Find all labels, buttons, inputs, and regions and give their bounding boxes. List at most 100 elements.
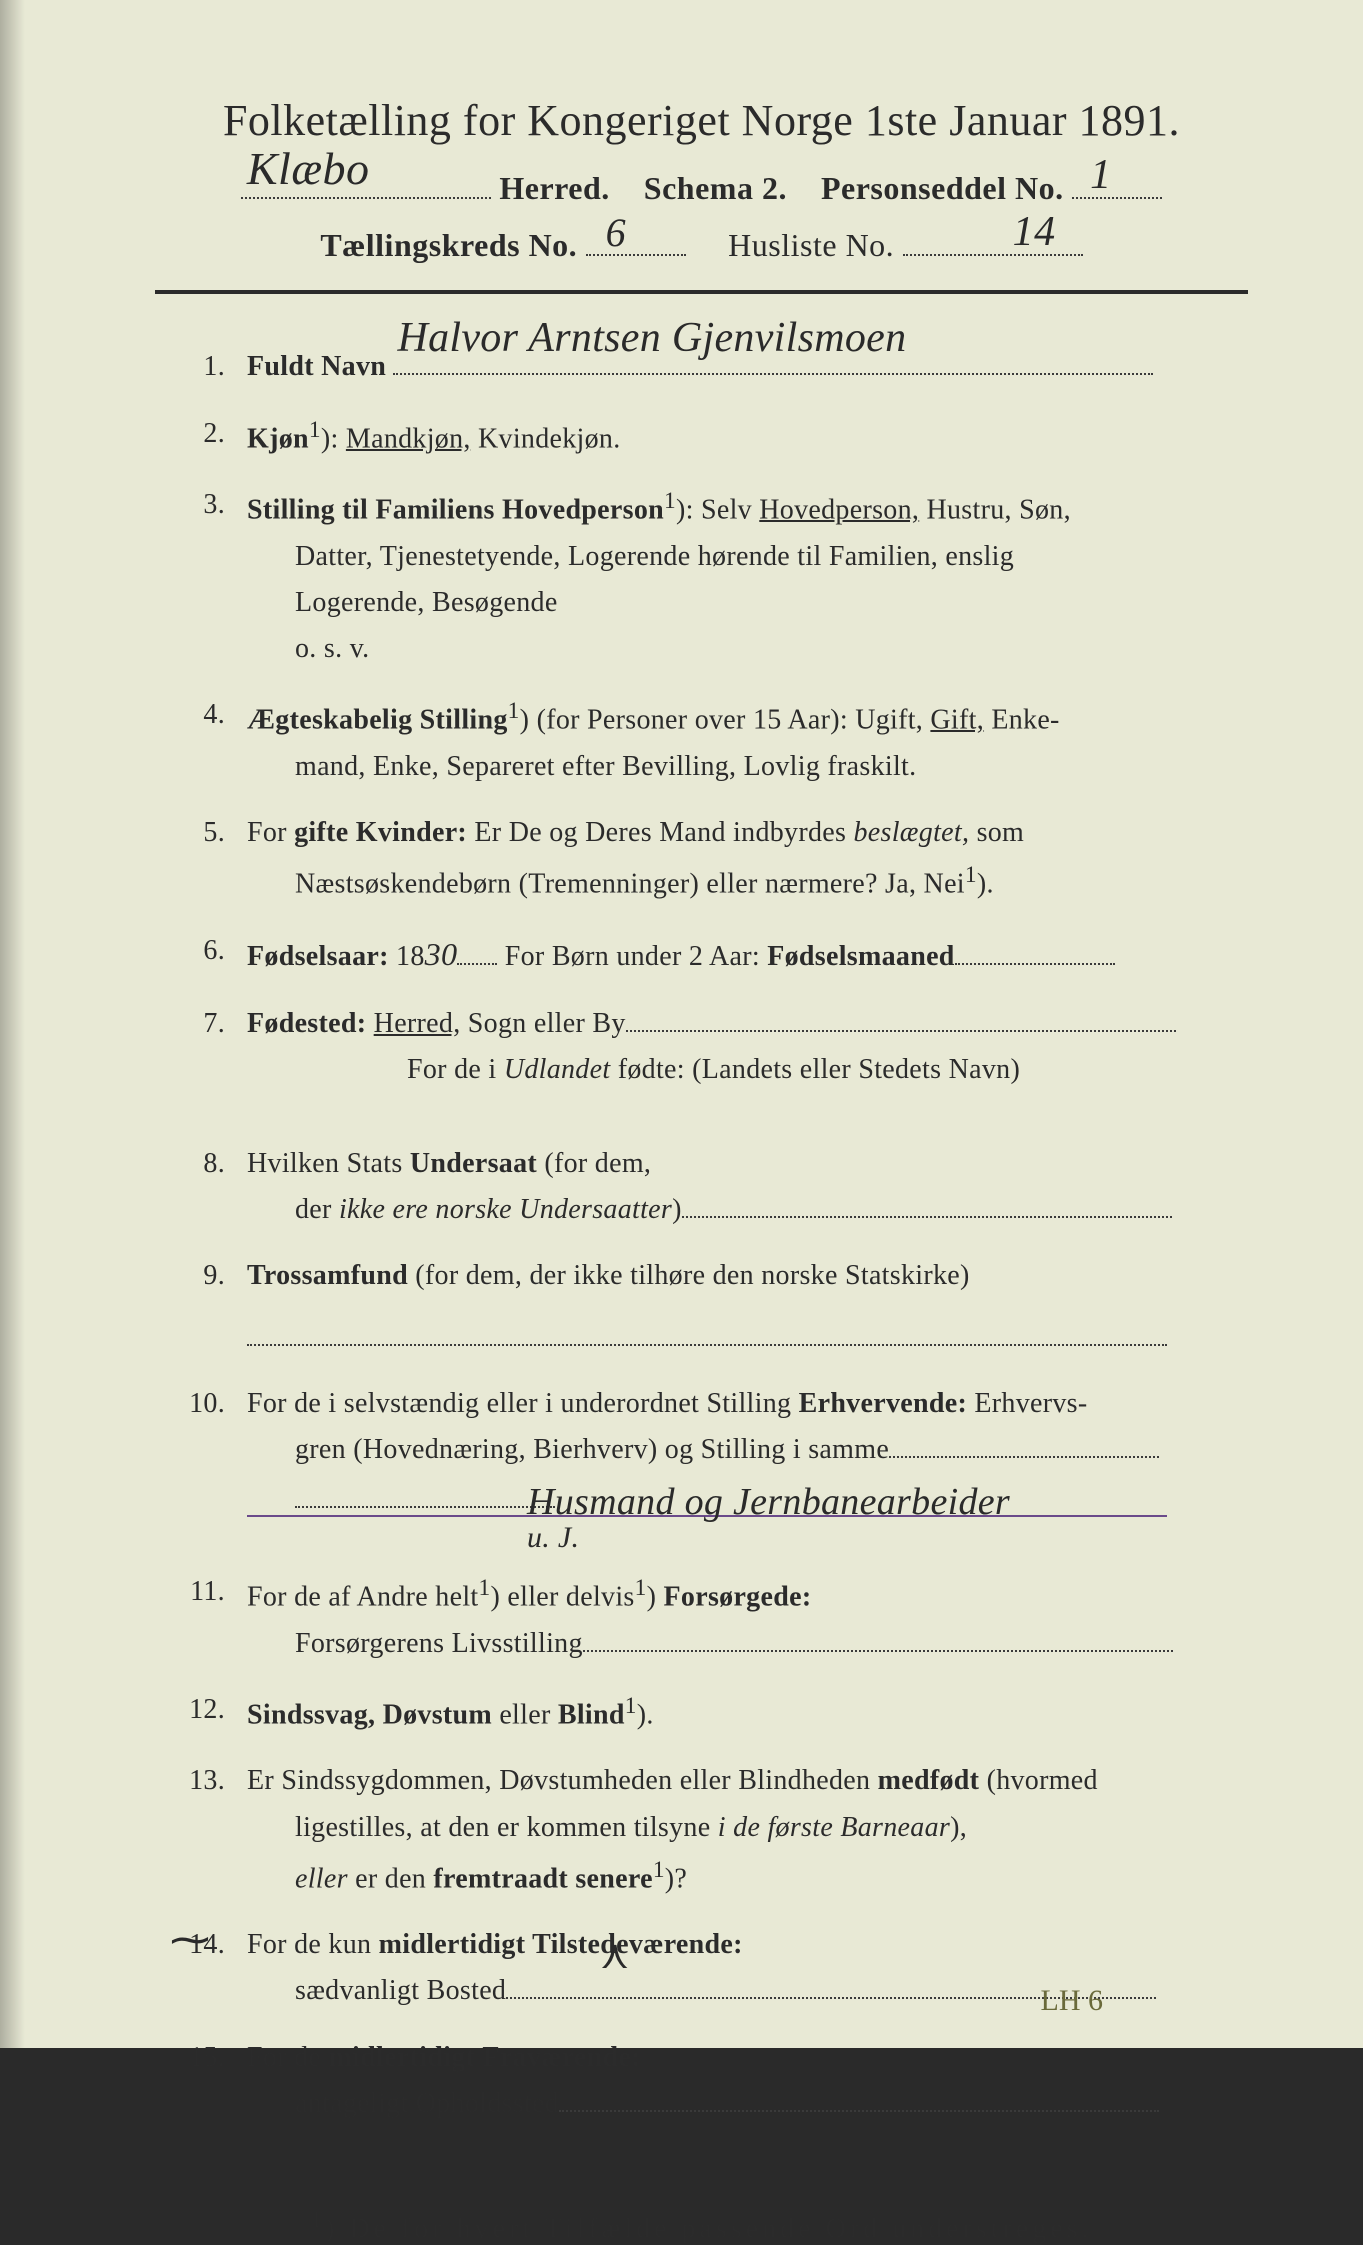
text: ): <box>321 423 339 454</box>
hw-line-2: u. J. <box>247 1517 1167 1549</box>
text: ) (for Personer over 15 Aar): Ugift, <box>520 704 931 735</box>
cont: Forsørgerens Livsstilling <box>247 1621 1248 1667</box>
entry-body: Fødested: Herred, Sogn eller By For de i… <box>247 1001 1248 1093</box>
label: Forsørgede: <box>664 1582 812 1613</box>
spacer <box>175 1113 1248 1141</box>
entry-num: 1. <box>175 344 247 390</box>
sup: 1 <box>965 862 977 888</box>
dots <box>247 1318 1167 1346</box>
dots <box>295 1480 555 1508</box>
taellingskreds-field: 6 <box>586 221 686 256</box>
entry-body: For gifte Kvinder: Er De og Deres Mand i… <box>247 810 1248 908</box>
label: Sindssvag, Døvstum <box>247 1699 492 1730</box>
label: Fødselsaar: <box>247 941 389 972</box>
cont: Næstsøskendebørn (Tremenninger) eller næ… <box>247 856 1248 908</box>
label: Undersaat <box>410 1148 537 1179</box>
text: ) eller delvis <box>490 1582 634 1613</box>
text: (for dem, <box>537 1148 651 1179</box>
text: Enke- <box>984 704 1060 735</box>
label: medfødt <box>878 1765 980 1796</box>
label: Fødselsmaaned <box>767 941 954 972</box>
schema-label: Schema 2. <box>644 170 787 206</box>
entry-num: 6. <box>175 928 247 981</box>
label: midlertidigt Tilstedeværende: <box>379 1929 743 1960</box>
dots <box>457 937 497 965</box>
entry-num: 11. <box>175 1569 247 1667</box>
husliste-hw: 14 <box>1013 208 1056 256</box>
entry-7: 7. Fødested: Herred, Sogn eller By For d… <box>175 1001 1248 1093</box>
name-field: Halvor Arntsen Gjenvilsmoen <box>393 345 1153 376</box>
header-rule <box>155 290 1248 294</box>
entry-num: 3. <box>175 482 247 672</box>
italic: Udlandet <box>504 1054 611 1085</box>
name-hw: Halvor Arntsen Gjenvilsmoen <box>397 304 906 373</box>
italic: beslægtet, <box>854 817 970 848</box>
entry-body: For de i selvstændig eller i underordnet… <box>247 1381 1248 1549</box>
entry-13: 13. Er Sindssygdommen, Døvstumheden elle… <box>175 1758 1248 1902</box>
text: Er De og Deres Mand indbyrdes <box>467 817 853 848</box>
taellingskreds-hw: 6 <box>606 209 627 256</box>
text: ): Selv <box>676 494 759 525</box>
sup: 1 <box>310 2207 325 2233</box>
italic: i de første Barneaar <box>718 1812 950 1843</box>
entry-num: 8. <box>175 1141 247 1233</box>
sup: 1 <box>309 417 321 443</box>
tick-mark-center: ⋏ <box>600 1931 629 1978</box>
sup: 1 <box>508 698 520 724</box>
entry-12: 12. Sindssvag, Døvstum eller Blind1). <box>175 1687 1248 1739</box>
text: For de kun <box>247 1929 379 1960</box>
census-form-page: Folketælling for Kongeriget Norge 1ste J… <box>0 0 1363 2048</box>
footnote: 1) De for hvert Tilfælde passende Ord un… <box>155 2207 1248 2245</box>
text: )? <box>665 1863 687 1894</box>
dots <box>955 937 1115 965</box>
label: gifte Kvinder: <box>294 817 467 848</box>
sup: 1 <box>479 1575 491 1601</box>
header-line-2: Klæbo Herred. Schema 2. Personseddel No.… <box>155 164 1248 207</box>
text: fødte: (Landets eller Stedets Navn) <box>610 1054 1020 1085</box>
entry-num: 13. <box>175 1758 247 1902</box>
entry-body: Stilling til Familiens Hovedperson1): Se… <box>247 482 1248 672</box>
tick-mark-left: ⁓ <box>170 1916 210 1963</box>
entry-num: 2. <box>175 411 247 463</box>
cont: gren (Hovednæring, Bierhverv) og Stillin… <box>247 1427 1248 1473</box>
taellingskreds-label: Tællingskreds No. <box>320 227 577 263</box>
entry-num: 4. <box>175 692 247 790</box>
entry-body: Hvilken Stats Undersaat (for dem, der ik… <box>247 1141 1248 1233</box>
text: For Børn under 2 Aar: <box>497 941 767 972</box>
entry-num: 5. <box>175 810 247 908</box>
text: ). <box>637 1699 654 1730</box>
entry-body: Sindssvag, Døvstum eller Blind1). <box>247 1687 1248 1739</box>
label: Stilling til Familiens Hovedperson <box>247 494 664 525</box>
text: ) <box>672 1194 682 1225</box>
entry-4: 4. Ægteskabelig Stilling1) (for Personer… <box>175 692 1248 790</box>
entry-15: 15. For de midlertidigt Fraværende: anta… <box>175 2035 1248 2127</box>
label: Trossamfund <box>247 1260 408 1291</box>
text: Hvilken Stats <box>247 1148 410 1179</box>
text: gren (Hovednæring, Bierhverv) og Stillin… <box>295 1434 889 1465</box>
entry-11: 11. For de af Andre helt1) eller delvis1… <box>175 1569 1248 1667</box>
year-hw: 30 <box>425 936 458 972</box>
entry-num: 7. <box>175 1001 247 1093</box>
entry-6: 6. Fødselsaar: 1830 For Børn under 2 Aar… <box>175 928 1248 981</box>
text: For de i <box>407 1054 504 1085</box>
entry-body: Fødselsaar: 1830 For Børn under 2 Aar: F… <box>247 928 1248 981</box>
cont: mand, Enke, Separeret efter Bevilling, L… <box>247 744 1248 790</box>
husliste-field: 14 <box>903 221 1083 256</box>
entry-num: 12. <box>175 1687 247 1739</box>
text: eller <box>492 1699 558 1730</box>
entry-num: 9. <box>175 1253 247 1360</box>
herred-label: Herred. <box>499 170 609 206</box>
entry-9: 9. Trossamfund (for dem, der ikke tilhør… <box>175 1253 1248 1360</box>
cont: der ikke ere norske Undersaatter) <box>247 1187 1248 1233</box>
entry-5: 5. For gifte Kvinder: Er De og Deres Man… <box>175 810 1248 908</box>
entry-1: 1. Fuldt Navn Halvor Arntsen Gjenvilsmoe… <box>175 344 1248 390</box>
footnote-text: ) De for hvert Tilfælde passende Ord und… <box>325 2213 1093 2244</box>
cont: ligestilles, at den er kommen tilsyne i … <box>247 1805 1248 1851</box>
sup: 1 <box>635 1575 647 1601</box>
cont: Datter, Tjenestetyende, Logerende hørend… <box>247 534 1248 580</box>
cont: eller er den fremtraadt senere1)? <box>247 1851 1248 1903</box>
italic: eller <box>295 1863 348 1894</box>
dots <box>626 1004 1176 1032</box>
text: ligestilles, at den er kommen tilsyne <box>295 1812 718 1843</box>
cont: antageligt Opholdssted <box>247 2081 1248 2127</box>
